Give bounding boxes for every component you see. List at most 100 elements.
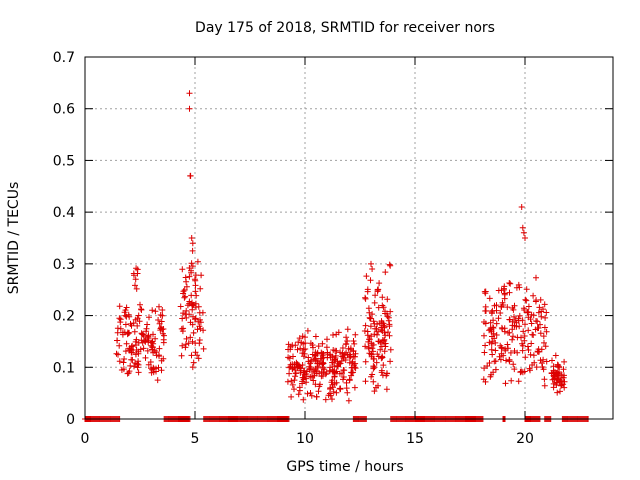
data-point bbox=[291, 386, 297, 393]
data-point bbox=[481, 349, 488, 356]
data-point bbox=[561, 358, 568, 365]
data-point bbox=[530, 332, 537, 338]
data-point bbox=[558, 382, 565, 388]
x-tick-label: 10 bbox=[296, 431, 314, 447]
data-point bbox=[514, 334, 521, 341]
data-point bbox=[329, 396, 335, 403]
data-point bbox=[343, 385, 350, 392]
x-tick-label: 20 bbox=[516, 431, 534, 447]
data-point bbox=[538, 313, 545, 320]
data-point bbox=[332, 355, 339, 361]
data-point bbox=[373, 325, 380, 332]
data-point bbox=[482, 342, 489, 349]
data-point bbox=[187, 319, 194, 326]
data-point bbox=[385, 329, 391, 336]
data-points bbox=[82, 90, 592, 422]
data-point bbox=[328, 379, 335, 386]
data-point bbox=[370, 378, 377, 385]
data-point bbox=[292, 373, 299, 380]
data-point bbox=[333, 379, 340, 386]
data-point bbox=[322, 371, 329, 378]
data-point bbox=[314, 350, 321, 357]
data-point bbox=[498, 344, 505, 351]
data-point bbox=[518, 368, 525, 375]
data-point bbox=[385, 314, 392, 321]
data-point bbox=[379, 302, 386, 309]
data-point bbox=[113, 350, 120, 357]
data-point bbox=[312, 333, 319, 340]
data-point bbox=[506, 280, 513, 286]
data-point bbox=[145, 333, 152, 340]
data-point bbox=[492, 366, 499, 373]
x-tick-label: 5 bbox=[191, 431, 200, 447]
data-point bbox=[561, 384, 568, 391]
data-point bbox=[123, 340, 130, 347]
data-point bbox=[139, 339, 146, 346]
data-point bbox=[519, 347, 526, 354]
data-point bbox=[330, 332, 336, 338]
data-point bbox=[348, 372, 355, 379]
data-point bbox=[284, 378, 291, 385]
data-point bbox=[508, 377, 515, 384]
data-point bbox=[351, 340, 358, 347]
data-point bbox=[153, 352, 160, 359]
data-point bbox=[505, 329, 511, 336]
data-point bbox=[144, 321, 151, 328]
data-point bbox=[520, 328, 527, 335]
data-point bbox=[337, 386, 344, 393]
data-point bbox=[364, 328, 371, 335]
data-point bbox=[316, 383, 323, 390]
data-point bbox=[560, 366, 567, 373]
axis-ticks: 0 0.1 0.2 0.3 0.4 0.5 0.6 0.7 0 5 10 15 20 bbox=[53, 50, 613, 447]
data-point bbox=[380, 362, 387, 369]
data-point bbox=[342, 341, 349, 348]
data-point bbox=[156, 303, 162, 310]
data-point bbox=[481, 365, 488, 372]
data-point bbox=[188, 352, 195, 359]
data-point bbox=[330, 347, 337, 353]
data-point bbox=[311, 368, 318, 375]
data-point bbox=[371, 299, 378, 306]
data-point bbox=[362, 343, 369, 350]
data-point bbox=[534, 325, 541, 332]
data-point bbox=[553, 375, 559, 382]
data-point bbox=[523, 297, 530, 304]
data-point bbox=[181, 287, 188, 293]
data-point bbox=[122, 348, 129, 355]
data-point bbox=[514, 349, 521, 356]
data-point bbox=[552, 352, 559, 359]
data-point bbox=[293, 370, 299, 377]
data-point bbox=[194, 326, 201, 333]
data-point bbox=[181, 294, 188, 301]
data-point bbox=[374, 321, 381, 328]
data-point bbox=[368, 373, 375, 380]
data-point bbox=[502, 380, 509, 387]
y-tick-label: 0.2 bbox=[53, 309, 75, 325]
data-point bbox=[525, 303, 532, 310]
data-point bbox=[491, 358, 498, 365]
data-point bbox=[308, 392, 315, 399]
data-point bbox=[288, 393, 295, 400]
data-point bbox=[489, 333, 495, 340]
data-point bbox=[316, 370, 323, 377]
data-point bbox=[120, 359, 127, 366]
data-point bbox=[525, 314, 532, 321]
data-point bbox=[294, 346, 301, 353]
data-point bbox=[182, 344, 189, 351]
data-point bbox=[549, 357, 555, 364]
data-point bbox=[377, 346, 384, 353]
data-point bbox=[541, 339, 547, 346]
data-point bbox=[557, 388, 563, 395]
data-point bbox=[307, 390, 314, 396]
data-point bbox=[379, 337, 386, 343]
plot-frame bbox=[84, 56, 614, 420]
data-point bbox=[382, 308, 388, 315]
data-point bbox=[304, 327, 311, 334]
data-point bbox=[183, 278, 190, 285]
data-point bbox=[177, 303, 184, 310]
data-point bbox=[148, 342, 155, 349]
y-tick-label: 0.1 bbox=[53, 360, 75, 376]
data-point bbox=[371, 331, 378, 338]
data-point bbox=[133, 336, 140, 343]
data-point bbox=[515, 378, 522, 385]
